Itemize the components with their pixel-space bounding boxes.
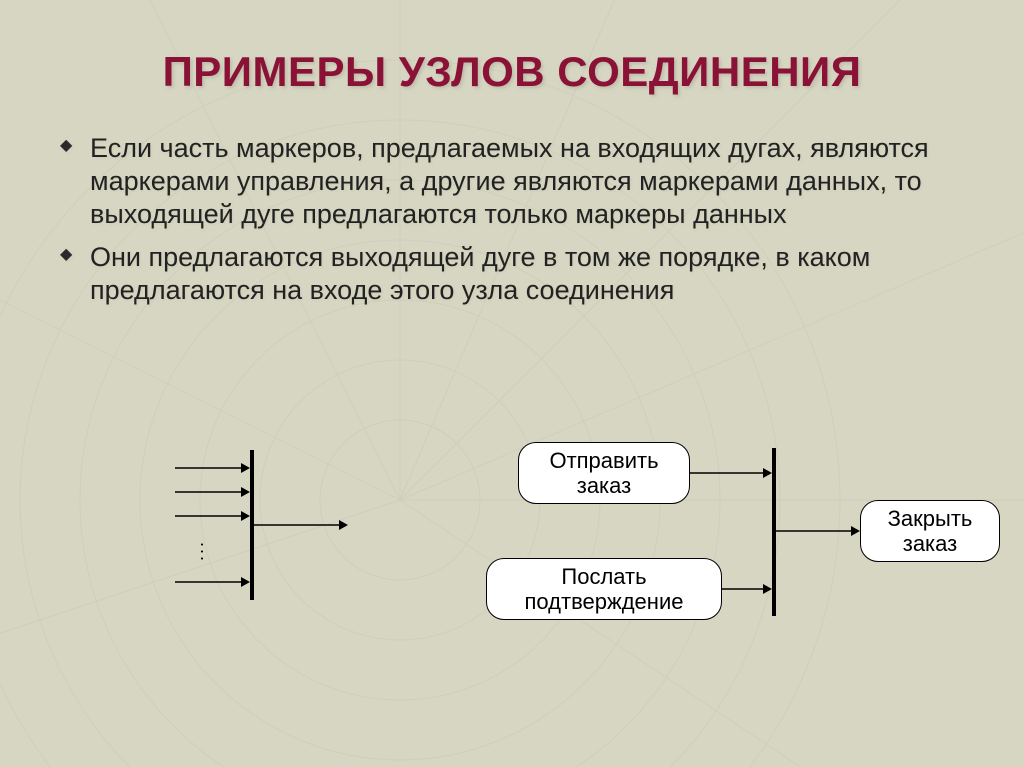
edge-arrow bbox=[722, 589, 772, 590]
edge-arrow bbox=[690, 473, 772, 474]
ellipsis: ... bbox=[196, 542, 217, 563]
bullet-item: Они предлагаются выходящей дуге в том же… bbox=[56, 241, 978, 307]
slide-title: ПРИМЕРЫ УЗЛОВ СОЕДИНЕНИЯ bbox=[46, 48, 978, 96]
in-arrow bbox=[175, 468, 250, 469]
in-arrow bbox=[175, 516, 250, 517]
node-send-order: Отправитьзаказ bbox=[518, 442, 690, 504]
bullet-list: Если часть маркеров, предлагаемых на вхо… bbox=[46, 132, 978, 307]
in-arrow bbox=[175, 492, 250, 493]
bullet-item: Если часть маркеров, предлагаемых на вхо… bbox=[56, 132, 978, 231]
out-arrow bbox=[254, 525, 348, 526]
node-close-order: Закрытьзаказ bbox=[860, 500, 1000, 562]
node-send-confirm: Послатьподтверждение bbox=[486, 558, 722, 620]
in-arrow bbox=[175, 582, 250, 583]
diagram: ... Отправитьзаказ Послатьподтверждение За… bbox=[0, 430, 1024, 730]
edge-arrow bbox=[776, 531, 860, 532]
